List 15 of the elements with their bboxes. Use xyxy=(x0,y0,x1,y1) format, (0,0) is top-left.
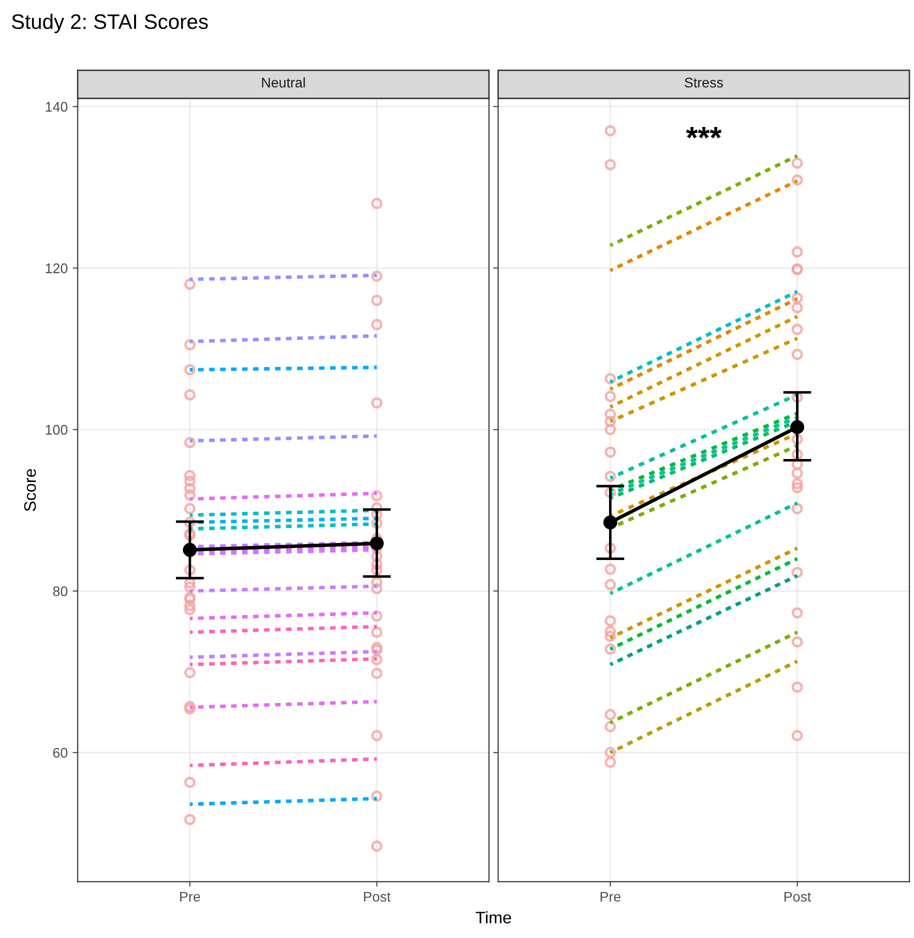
y-axis-title: Score xyxy=(24,469,36,512)
annotation: *** xyxy=(686,127,722,138)
y-tick-label: 60 xyxy=(53,748,68,758)
x-axis-title: Time xyxy=(476,911,512,924)
chart-subtitle: Stress xyxy=(684,78,723,88)
y-tick-label: 100 xyxy=(46,424,68,435)
x-tick-label: Post xyxy=(784,892,812,902)
chart-subtitle: Neutral xyxy=(262,77,305,88)
y-tick-label: 80 xyxy=(53,586,68,596)
y-tick-label: 120 xyxy=(46,263,68,274)
x-tick-label: Pre xyxy=(600,892,620,902)
x-tick-label: Post xyxy=(364,892,391,902)
y-tick-label: 140 xyxy=(46,102,68,112)
chart-title: Study 2: STAI Scores xyxy=(12,14,208,34)
x-tick-label: Pre xyxy=(180,892,200,902)
